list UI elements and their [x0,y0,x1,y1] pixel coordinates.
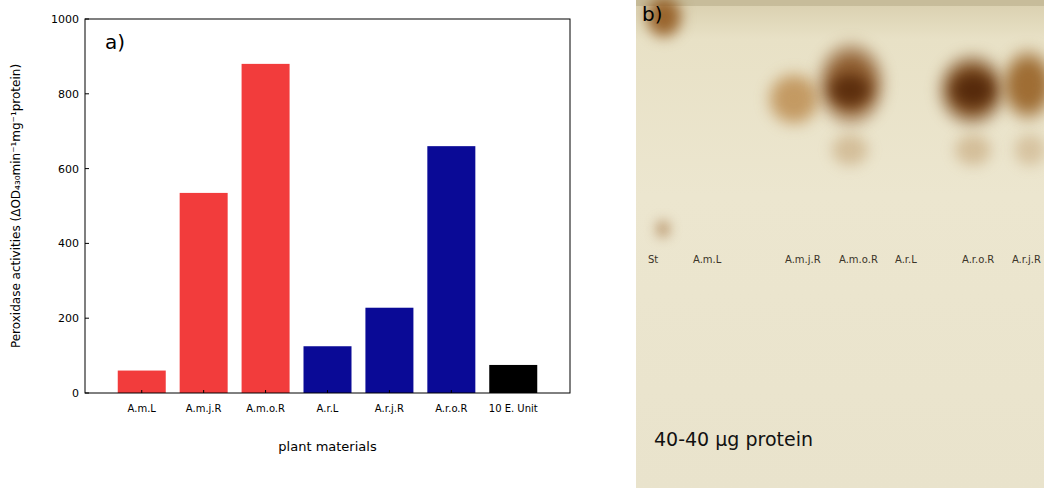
bar [180,193,228,393]
y-tick-label: 400 [58,237,79,250]
lane-label: A.m.L [693,254,721,265]
bar-chart: 0 200 400 600 800 1000 A.m.L A.m.j.R A.m.o.R A.r.… [0,0,620,488]
y-axis-title: Peroxidase activities (ΔOD₄₃₀min⁻¹mg⁻¹pr… [9,64,23,348]
x-tick [513,390,514,393]
y-tick-label: 0 [72,387,79,400]
y-tick [85,93,89,94]
figure: 0 200 400 600 800 1000 A.m.L A.m.j.R A.m.o.R A.r.… [0,0,1044,488]
lane-label: A.r.L [895,254,917,265]
bar [489,365,537,393]
lane-label: A.m.j.R [785,254,821,265]
y-tick [85,19,89,20]
y-tick-label: 800 [58,88,79,101]
y-tick-label: 600 [58,163,79,176]
x-tick-label: A.m.j.R [186,403,222,414]
bar [118,371,166,393]
x-tick-label: A.r.o.R [435,403,467,414]
panel-label: a) [105,30,125,54]
panel-label: b) [642,2,663,26]
x-tick [389,390,390,393]
lane-label: A.r.o.R [962,254,994,265]
gel-band [998,45,1044,125]
gel-band [1010,130,1044,170]
y-tick-label: 200 [58,312,79,325]
lane-label: St [648,254,658,265]
x-tick [265,390,266,393]
y-tick [85,243,89,244]
y-tick [85,393,89,394]
x-tick [451,390,452,393]
x-tick-label: 10 E. Unit [489,403,538,414]
gel-band [948,70,998,110]
gel-band [827,130,873,170]
gel-image: St A.m.L A.m.j.R A.m.o.R A.r.L A.r.o.R A.r.j.R… [636,0,1044,488]
x-tick-label: A.m.o.R [246,403,285,414]
x-tick-label: A.r.L [317,403,339,414]
x-tick-label: A.r.j.R [375,403,404,414]
gel-band [950,130,996,170]
well-edge [636,0,1044,6]
bar [365,308,413,393]
x-tick-label: A.m.L [128,403,157,414]
x-tick [327,390,328,393]
gel-caption: 40-40 μg protein [654,428,813,450]
bar [304,346,352,393]
bars [118,64,538,393]
x-axis-title: plant materials [278,439,377,454]
bar [242,64,290,393]
gel-band [825,70,875,110]
bar [427,146,475,393]
lane-label: A.m.o.R [839,254,878,265]
lane-label: A.r.j.R [1012,254,1041,265]
y-tick [85,168,89,169]
y-tick [85,318,89,319]
x-tick [203,390,204,393]
gel-band [654,218,672,240]
y-tick-label: 1000 [51,13,79,26]
x-tick [141,390,142,393]
plot-frame [85,19,570,393]
